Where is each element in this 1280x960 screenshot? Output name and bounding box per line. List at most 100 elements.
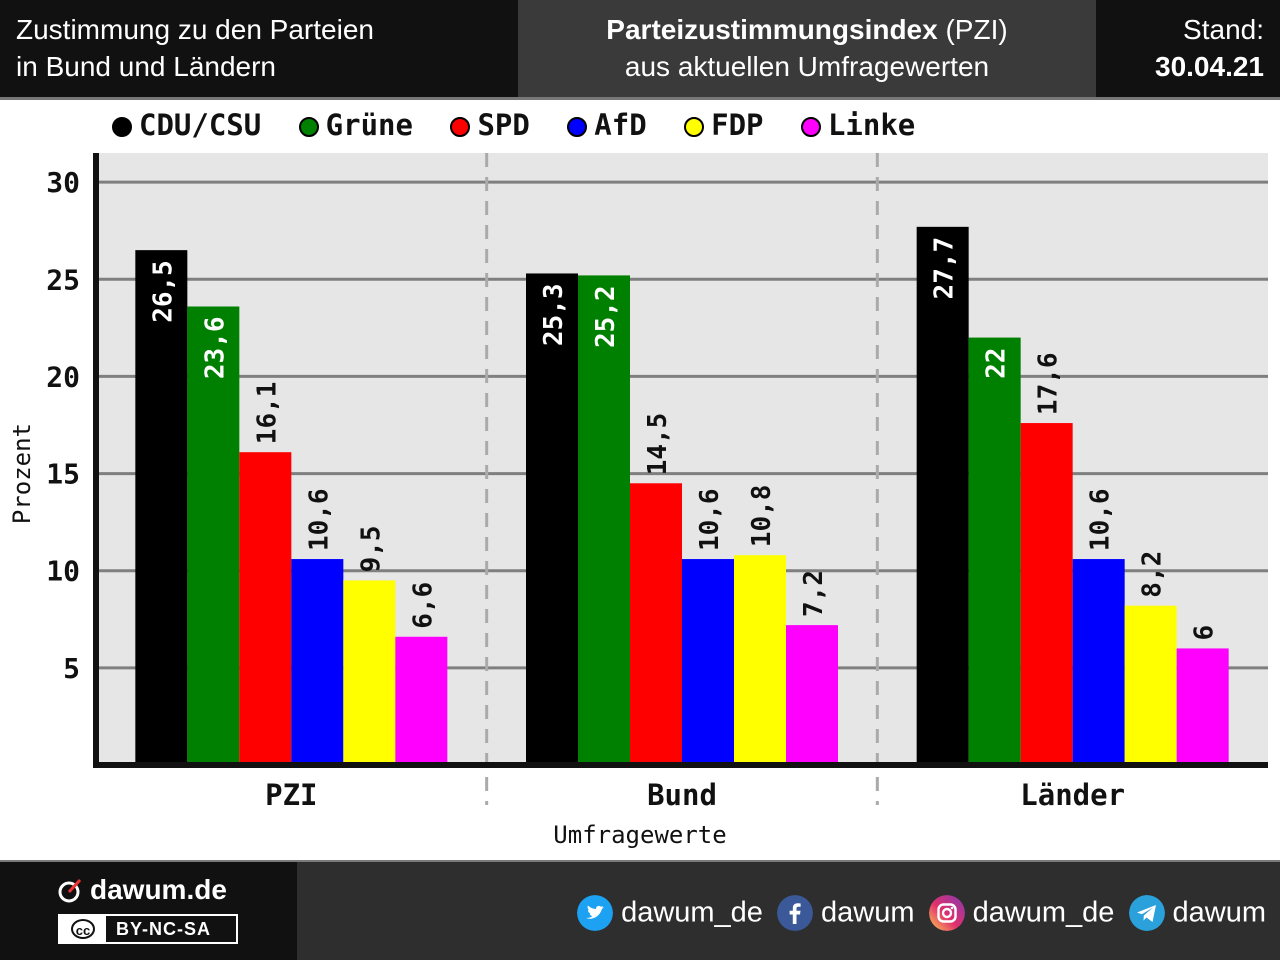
header-line-1: Zustimmung zu den Parteien	[16, 14, 374, 45]
chart-legend: CDU/CSU Grüne SPD AfD FDP Linke	[112, 108, 948, 148]
bar	[1124, 605, 1177, 765]
data-label: 8,2	[1138, 551, 1168, 598]
telegram-icon	[1128, 895, 1165, 931]
data-label: 16,1	[252, 382, 282, 445]
header: Zustimmung zu den Parteien in Bund und L…	[0, 0, 1280, 97]
y-tick-label: 30	[46, 166, 80, 199]
stand-date: 30.04.21	[1155, 51, 1264, 82]
license-badge[interactable]: cc BY-NC-SA	[58, 914, 238, 944]
header-divider	[0, 97, 1280, 100]
legend-item-cdu: CDU/CSU	[112, 108, 261, 142]
header-stand: Stand: 30.04.21	[1096, 0, 1280, 97]
legend-label: Grüne	[325, 108, 413, 142]
bar	[239, 452, 292, 765]
bar	[135, 250, 188, 766]
x-tick-label: Länder	[1020, 778, 1125, 812]
bar	[1072, 559, 1125, 765]
stand-label: Stand:	[1183, 14, 1264, 45]
data-label: 10,8	[747, 485, 777, 548]
brand-name: dawum.de	[90, 874, 227, 905]
legend-item-afd: AfD	[567, 108, 647, 142]
bar	[682, 559, 734, 765]
data-label: 22	[982, 348, 1012, 379]
dawum-logo-icon	[58, 878, 82, 903]
bar	[734, 555, 786, 765]
y-tick-label: 15	[46, 458, 80, 491]
bar	[395, 636, 448, 765]
bar	[916, 226, 969, 765]
legend-swatch-fdp	[684, 117, 705, 137]
y-tick-label: 25	[46, 263, 80, 296]
x-axis-title: Umfragewerte	[553, 821, 726, 849]
footer-divider	[0, 860, 1280, 862]
bar	[578, 275, 630, 765]
header-description: Zustimmung zu den Parteien in Bund und L…	[0, 0, 518, 97]
instagram-icon	[928, 895, 965, 931]
data-label: 10,6	[304, 488, 334, 551]
cc-icon: cc	[60, 916, 106, 942]
x-tick-label: Bund	[647, 778, 717, 812]
legend-swatch-spd	[450, 117, 471, 137]
twitter-handle: dawum_de	[621, 896, 763, 929]
data-label: 6	[1190, 625, 1220, 641]
legend-label: CDU/CSU	[139, 108, 262, 142]
data-label: 14,5	[643, 413, 673, 476]
data-label: 27,7	[930, 237, 960, 300]
data-label: 10,6	[1086, 488, 1116, 551]
legend-label: FDP	[711, 108, 764, 142]
title-rest: (PZI)	[937, 14, 1008, 45]
bar	[343, 580, 396, 765]
bar	[1176, 648, 1229, 765]
legend-item-fdp: FDP	[684, 108, 764, 142]
y-tick-label: 20	[46, 360, 80, 393]
legend-swatch-afd	[567, 117, 588, 137]
legend-item-gruene: Grüne	[298, 108, 413, 142]
bar	[187, 306, 240, 765]
telegram-handle: dawum	[1172, 896, 1267, 929]
data-label: 6,6	[408, 582, 438, 629]
facebook-handle: dawum	[821, 896, 915, 929]
social-facebook[interactable]: dawum	[777, 895, 915, 931]
legend-swatch-linke	[800, 117, 821, 137]
legend-label: AfD	[594, 108, 647, 142]
y-tick-label: 5	[63, 652, 80, 685]
y-axis-title: Prozent	[8, 423, 36, 524]
bar	[786, 625, 838, 765]
social-instagram[interactable]: dawum_de	[928, 895, 1115, 931]
header-title: Parteizustimmungsindex (PZI) aus aktuell…	[518, 0, 1096, 97]
header-line-2: in Bund und Ländern	[16, 51, 276, 82]
legend-label: Linke	[827, 108, 916, 142]
x-tick-label: PZI	[265, 778, 317, 812]
data-label: 17,6	[1034, 352, 1064, 415]
legend-swatch-gruene	[298, 117, 319, 137]
bar	[1020, 423, 1073, 765]
footer-brand-block: dawum.de cc BY-NC-SA	[0, 862, 297, 960]
license-text: BY-NC-SA	[116, 919, 212, 939]
data-label: 9,5	[356, 525, 386, 572]
bar	[630, 483, 682, 765]
bar	[526, 273, 578, 765]
data-label: 23,6	[200, 316, 230, 379]
data-label: 10,6	[695, 488, 725, 551]
legend-swatch-cdu	[112, 117, 132, 137]
title-bold: Parteizustimmungsindex	[606, 14, 938, 45]
bar	[968, 337, 1021, 765]
facebook-icon	[777, 895, 813, 931]
bar-chart: 5 10 15 20 25 30 26,5 23,6 16,1 10,6 9,5 6,6 PZI 25,3…	[8, 153, 1268, 849]
twitter-icon	[577, 895, 614, 931]
header-subtitle: aus aktuellen Umfragewerten	[624, 51, 990, 82]
data-label: 25,2	[591, 285, 621, 348]
data-label: 26,5	[148, 260, 178, 323]
social-twitter[interactable]: dawum_de	[577, 895, 763, 931]
bar	[291, 559, 344, 765]
legend-item-linke: Linke	[800, 108, 916, 142]
data-label: 7,2	[799, 570, 829, 617]
social-telegram[interactable]: dawum	[1128, 895, 1267, 931]
instagram-handle: dawum_de	[972, 896, 1115, 929]
y-tick-label: 10	[46, 555, 80, 588]
data-label: 25,3	[539, 283, 569, 346]
legend-label: SPD	[477, 108, 530, 142]
brand[interactable]: dawum.de	[58, 874, 227, 906]
social-links: dawum_de dawum dawum_de dawum	[571, 895, 1266, 931]
legend-item-spd: SPD	[450, 108, 530, 142]
